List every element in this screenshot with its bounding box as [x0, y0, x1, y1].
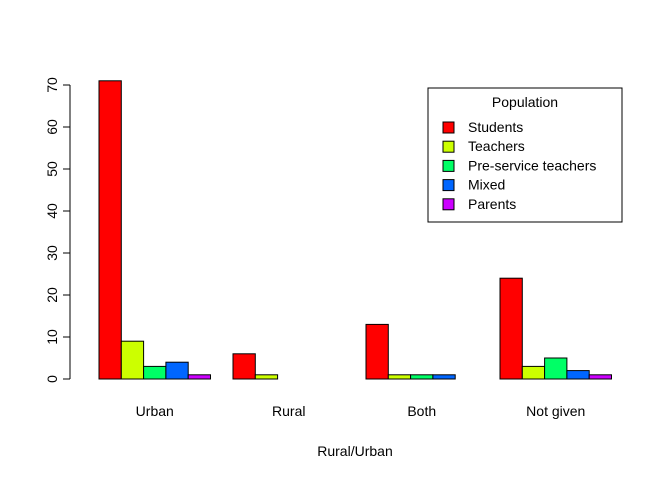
- bars: [98, 80, 613, 380]
- bar-students-not-given: [499, 277, 523, 380]
- bar-mixed-both: [432, 374, 456, 380]
- bar-teachers-not-given: [521, 365, 546, 380]
- bar-teachers-rural: [254, 374, 279, 380]
- bar-teachers-both: [387, 374, 412, 380]
- y-axis: 0 10 20 30 40 50 60 70: [44, 77, 71, 383]
- legend-label: Mixed: [468, 177, 505, 193]
- legend: Population Students Teachers Pre-service t…: [427, 87, 623, 223]
- bar-pre-service-teachers-urban: [143, 365, 167, 380]
- legend-swatch: [442, 198, 455, 211]
- legend-swatch: [442, 159, 455, 172]
- bar-students-urban: [98, 80, 122, 380]
- y-tick-label: 0: [44, 375, 60, 383]
- bar-parents-urban: [187, 374, 211, 380]
- x-tick-label: Rural: [272, 403, 305, 419]
- y-tick-label: 70: [44, 77, 60, 93]
- legend-title: Population: [492, 94, 558, 110]
- bar-parents-not-given: [588, 374, 613, 380]
- x-tick-label: Not given: [526, 403, 585, 419]
- legend-swatch: [442, 121, 455, 134]
- y-tick-label: 40: [44, 203, 60, 219]
- bar-mixed-urban: [165, 361, 189, 380]
- legend-label: Parents: [468, 196, 516, 212]
- y-tick-label: 10: [44, 329, 60, 345]
- x-tick-label: Both: [407, 403, 436, 419]
- legend-items: Students Teachers Pre-service teachers Mixe…: [442, 119, 596, 212]
- y-tick-label: 20: [44, 287, 60, 303]
- x-axis-label: Rural/Urban: [317, 443, 392, 459]
- x-tick-labels: Urban Rural Both Not given: [136, 403, 586, 419]
- bar-students-rural: [232, 353, 256, 380]
- legend-label: Teachers: [468, 138, 525, 154]
- legend-label: Pre-service teachers: [468, 157, 596, 173]
- legend-label: Students: [468, 119, 523, 135]
- x-tick-label: Urban: [136, 403, 174, 419]
- bar-teachers-urban: [120, 340, 145, 380]
- legend-swatch: [442, 179, 455, 192]
- y-tick-label: 60: [44, 119, 60, 135]
- y-tick-label: 50: [44, 161, 60, 177]
- y-tick-label: 30: [44, 245, 60, 261]
- bar-students-both: [365, 323, 389, 380]
- legend-swatch: [442, 140, 455, 153]
- bar-mixed-not-given: [566, 370, 590, 380]
- bar-pre-service-teachers-not-given: [544, 357, 568, 380]
- bar-pre-service-teachers-both: [410, 374, 434, 380]
- legend-box: [427, 87, 623, 223]
